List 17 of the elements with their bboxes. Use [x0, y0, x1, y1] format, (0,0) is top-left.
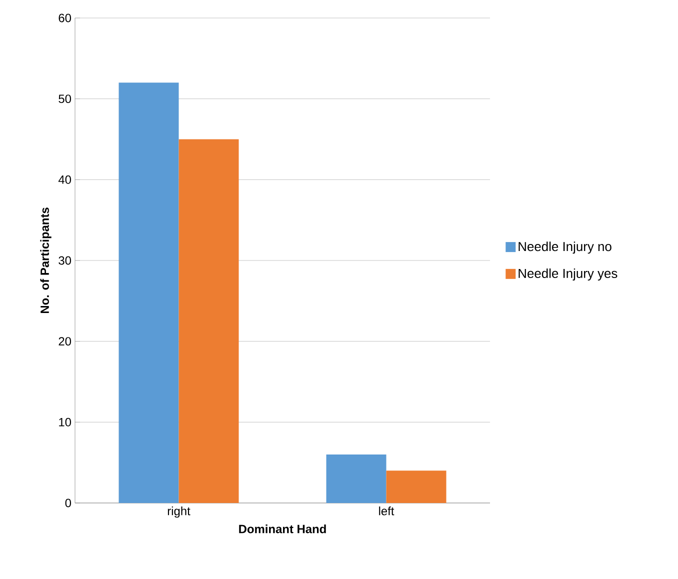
- y-tick-label: 20: [58, 337, 72, 346]
- y-tick-label: 50: [58, 94, 72, 104]
- legend-label: Needle Injury yes: [518, 268, 618, 281]
- y-tick-label: 0: [65, 498, 72, 508]
- y-tick-label: 30: [58, 256, 72, 265]
- legend-label: Needle Injury no: [518, 242, 612, 254]
- bar: [178, 139, 239, 503]
- bar: [118, 82, 179, 503]
- y-axis-title: No. of Participants: [40, 208, 52, 314]
- x-tick-label: right: [168, 506, 190, 518]
- x-tick-label: left: [379, 506, 394, 516]
- x-axis-title: Dominant Hand: [239, 524, 326, 534]
- y-tick-label: 40: [58, 175, 72, 184]
- y-tick-label: 10: [59, 418, 72, 426]
- bar: [386, 470, 446, 503]
- bar: [326, 454, 386, 503]
- y-tick-label: 60: [58, 14, 72, 22]
